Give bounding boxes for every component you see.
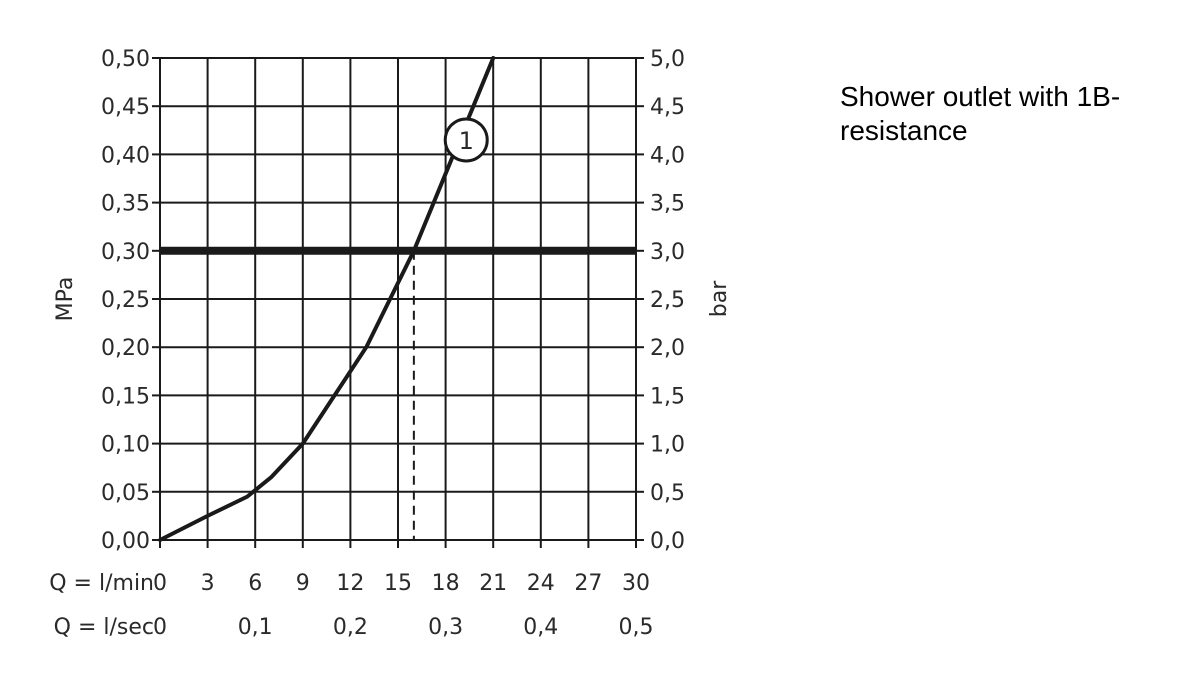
x-tick-label: 6 [248, 571, 262, 596]
y-axis-label-right: bar [707, 280, 732, 317]
x-secondary-tick-label: 0,3 [428, 615, 463, 640]
x-tick-label: 27 [574, 571, 602, 596]
y-tick-label-right: 0,5 [650, 481, 685, 506]
y-tick-label-right: 1,5 [650, 384, 685, 409]
y-tick-label-left: 0,45 [101, 95, 150, 120]
series-label-circle [443, 117, 489, 163]
x-tick-label: 9 [296, 571, 310, 596]
y-tick-label-left: 0,50 [101, 47, 150, 72]
y-tick-label-left: 0,25 [101, 288, 150, 313]
x-tick-label: 21 [479, 571, 507, 596]
y-tick-label-left: 0,15 [101, 384, 150, 409]
y-tick-label-right: 2,5 [650, 288, 685, 313]
x-secondary-tick-label: 0 [153, 615, 167, 640]
y-tick-label-left: 0,30 [101, 240, 150, 265]
x-tick-label: 15 [384, 571, 412, 596]
y-tick-label-right: 1,0 [650, 433, 685, 458]
y-tick-label-left: 0,05 [101, 481, 150, 506]
y-tick-label-right: 4,0 [650, 143, 685, 168]
y-tick-label-right: 0,0 [650, 529, 685, 554]
y-tick-label-right: 2,0 [650, 336, 685, 361]
x-tick-label: 0 [153, 571, 167, 596]
x-secondary-tick-label: 0,5 [619, 615, 654, 640]
x-tick-label: 18 [432, 571, 460, 596]
chart-caption: Shower outlet with 1B-resistance [840, 81, 1121, 146]
x-secondary-tick-label: 0,4 [523, 615, 558, 640]
y-tick-label-right: 3,0 [650, 240, 685, 265]
x-tick-label: 3 [201, 571, 215, 596]
y-tick-label-left: 0,10 [101, 433, 150, 458]
x-tick-label: 24 [527, 571, 555, 596]
y-tick-label-left: 0,40 [101, 143, 150, 168]
x-secondary-tick-label: 0,2 [333, 615, 368, 640]
y-tick-label-right: 5,0 [650, 47, 685, 72]
y-tick-label-left: 0,35 [101, 192, 150, 217]
y-tick-label-right: 3,5 [650, 192, 685, 217]
x-axis-label-secondary: Q = l/sec [54, 615, 154, 640]
series-label-text: 1 [459, 127, 474, 155]
x-tick-label: 30 [622, 571, 650, 596]
x-axis-label-primary: Q = l/min [49, 571, 154, 596]
y-tick-label-left: 0,20 [101, 336, 150, 361]
x-secondary-tick-label: 0,1 [238, 615, 273, 640]
x-tick-label: 12 [336, 571, 364, 596]
y-axis-label-left: MPa [53, 277, 78, 322]
y-tick-label-left: 0,00 [101, 529, 150, 554]
y-tick-label-right: 4,5 [650, 95, 685, 120]
